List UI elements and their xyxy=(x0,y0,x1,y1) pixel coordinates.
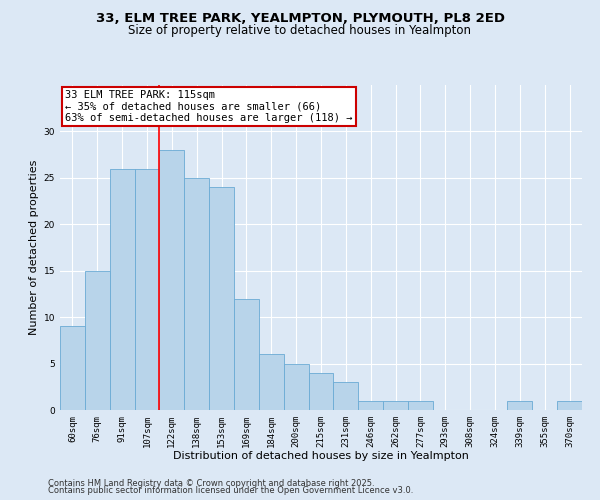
Bar xyxy=(85,270,110,410)
X-axis label: Distribution of detached houses by size in Yealmpton: Distribution of detached houses by size … xyxy=(173,452,469,462)
Bar xyxy=(60,326,85,410)
Text: 33, ELM TREE PARK, YEALMPTON, PLYMOUTH, PL8 2ED: 33, ELM TREE PARK, YEALMPTON, PLYMOUTH, … xyxy=(95,12,505,26)
Text: Contains HM Land Registry data © Crown copyright and database right 2025.: Contains HM Land Registry data © Crown c… xyxy=(48,478,374,488)
Bar xyxy=(134,168,160,410)
Bar xyxy=(234,298,259,410)
Bar xyxy=(284,364,308,410)
Bar xyxy=(408,400,433,410)
Bar xyxy=(160,150,184,410)
Text: Size of property relative to detached houses in Yealmpton: Size of property relative to detached ho… xyxy=(128,24,472,37)
Text: Contains public sector information licensed under the Open Government Licence v3: Contains public sector information licen… xyxy=(48,486,413,495)
Bar xyxy=(184,178,209,410)
Bar xyxy=(334,382,358,410)
Bar xyxy=(110,168,134,410)
Bar xyxy=(508,400,532,410)
Bar xyxy=(557,400,582,410)
Bar xyxy=(209,187,234,410)
Y-axis label: Number of detached properties: Number of detached properties xyxy=(29,160,40,335)
Bar xyxy=(259,354,284,410)
Bar xyxy=(383,400,408,410)
Bar xyxy=(308,373,334,410)
Bar xyxy=(358,400,383,410)
Text: 33 ELM TREE PARK: 115sqm
← 35% of detached houses are smaller (66)
63% of semi-d: 33 ELM TREE PARK: 115sqm ← 35% of detach… xyxy=(65,90,352,123)
